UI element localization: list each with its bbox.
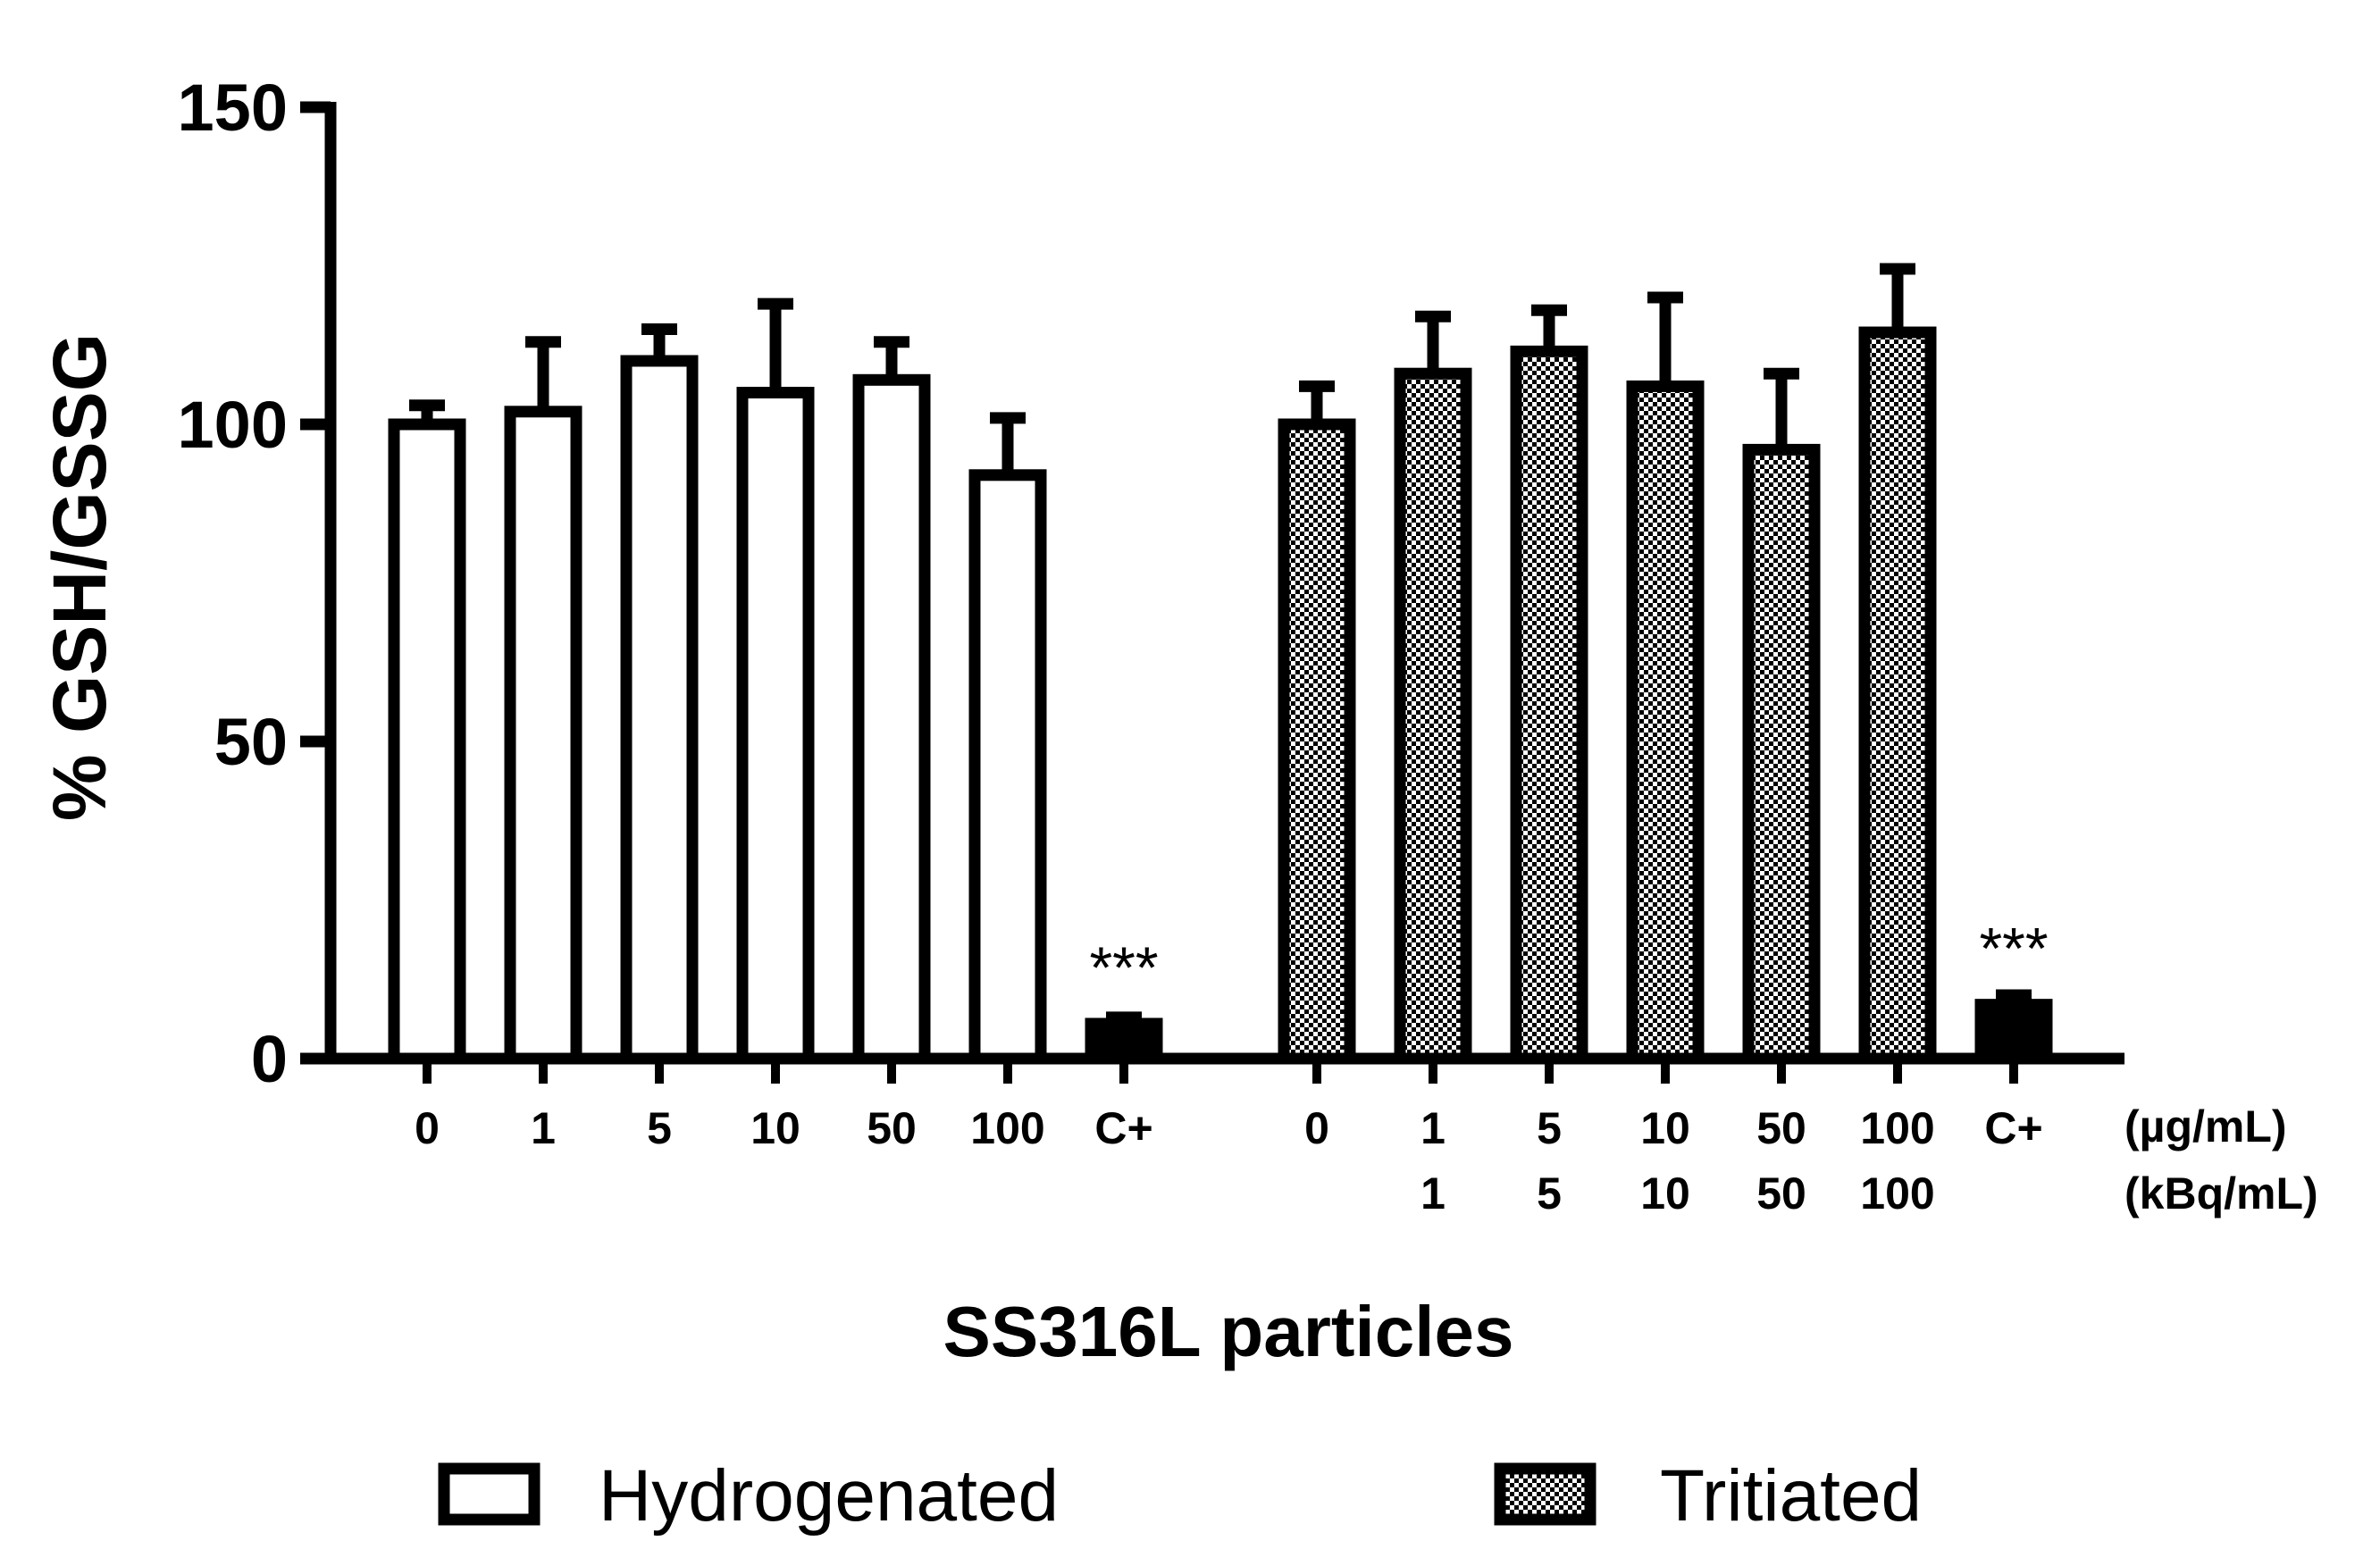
bar-tritiated-6	[1974, 999, 2053, 1065]
x-tick-label-tritiated-3: 10	[1640, 1103, 1690, 1153]
bar-hydrogenated-3	[736, 387, 815, 1065]
axes-layer: 0 1 5 10 50 100 C+ *** 0 1 1 5 5 10 10 50 50 100 100 C+ *** 0…	[178, 71, 2124, 1218]
legend-swatch-tritiated	[1494, 1462, 1596, 1526]
bar-tritiated-3	[1626, 380, 1705, 1065]
x-tick-label2-tritiated-4: 50	[1756, 1168, 1806, 1218]
bar-tritiated-4	[1742, 443, 1821, 1065]
legend-label-hydrogenated: Hydrogenated	[599, 1455, 1059, 1537]
y-tick-label-1: 50	[214, 705, 288, 779]
x-tick-label2-tritiated-2: 5	[1537, 1168, 1562, 1218]
x-tick-label-hydrogenated-5: 100	[970, 1103, 1044, 1153]
x-tick-label-hydrogenated-4: 50	[867, 1103, 917, 1153]
bar-hydrogenated-2	[620, 355, 699, 1065]
y-tick-label-0: 0	[251, 1022, 288, 1096]
bar-tritiated-0	[1278, 418, 1356, 1065]
legend: Hydrogenated Tritiated	[438, 1455, 1922, 1537]
y-tick-label-2: 100	[178, 388, 288, 462]
x-tick-label-tritiated-0: 0	[1304, 1103, 1329, 1153]
y-axis-title: % GSH/GSSG	[38, 333, 122, 821]
x-tick-label-tritiated-4: 50	[1756, 1103, 1806, 1153]
y-tick-label-3: 150	[178, 71, 288, 145]
unit-label-activity: (kBq/mL)	[2124, 1168, 2318, 1218]
bar-hydrogenated-4	[852, 373, 931, 1065]
x-tick-label-hydrogenated-1: 1	[531, 1103, 556, 1153]
unit-label-mass: (µg/mL)	[2124, 1101, 2287, 1151]
bar-hydrogenated-5	[968, 469, 1047, 1065]
x-tick-label-tritiated-5: 100	[1860, 1103, 1934, 1153]
x-tick-label-hydrogenated-0: 0	[415, 1103, 440, 1153]
legend-swatch-hydrogenated	[438, 1462, 541, 1526]
bar-tritiated-5	[1858, 326, 1937, 1065]
x-axis-title: SS316L particles	[943, 1292, 1514, 1371]
significance-hydrogenated-6: ***	[1089, 934, 1158, 1001]
x-tick-label2-tritiated-3: 10	[1640, 1168, 1690, 1218]
x-tick-label2-tritiated-1: 1	[1420, 1168, 1446, 1218]
legend-label-tritiated: Tritiated	[1660, 1455, 1922, 1537]
x-tick-label-tritiated-2: 5	[1537, 1103, 1562, 1153]
x-tick-label2-tritiated-5: 100	[1860, 1168, 1934, 1218]
x-tick-label-hydrogenated-6: C+	[1094, 1103, 1152, 1153]
bar-tritiated-2	[1510, 345, 1588, 1065]
bars-layer	[388, 263, 2053, 1065]
bar-tritiated-1	[1394, 367, 1472, 1065]
x-tick-label-tritiated-6: C+	[1984, 1103, 2042, 1153]
x-tick-label-hydrogenated-3: 10	[750, 1103, 800, 1153]
x-tick-label-hydrogenated-2: 5	[647, 1103, 672, 1153]
x-tick-label-tritiated-1: 1	[1420, 1103, 1446, 1153]
bar-hydrogenated-1	[504, 406, 582, 1065]
bar-hydrogenated-0	[388, 418, 466, 1065]
significance-tritiated-6: ***	[1979, 916, 2048, 982]
